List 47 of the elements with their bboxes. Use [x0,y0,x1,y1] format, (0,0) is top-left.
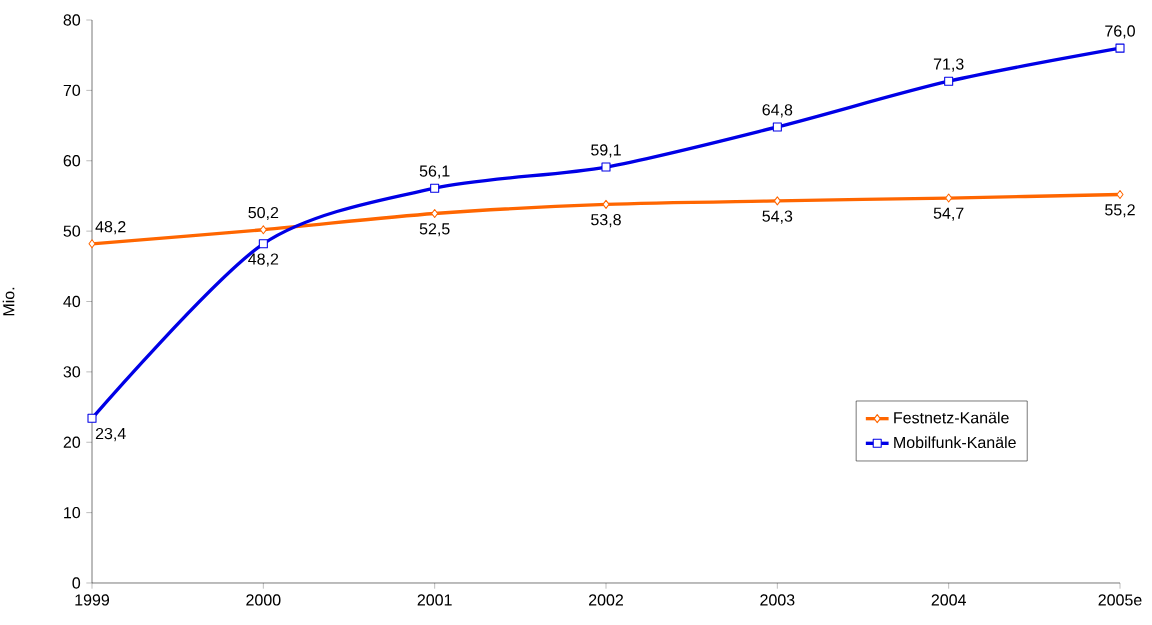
point [430,183,440,193]
y-tick-label: 70 [63,84,81,97]
data-label: 48,2 [248,253,279,267]
data-label: 59,1 [591,144,621,158]
legend-label: Festnetz-Kanäle [894,411,1009,424]
data-label: 48,2 [95,220,126,235]
legend-label: Mobilfunk-Kanäle [894,436,1016,449]
x-tick-label: 2005e [1098,594,1142,606]
point [772,122,782,132]
x-tick-label: 1999 [75,594,110,606]
data-label: 76,0 [1105,25,1135,39]
point [601,162,611,172]
point [945,193,953,203]
point [258,239,268,249]
y-axis-title: Mio. [2,287,15,316]
x-tick-label: 2000 [246,594,281,606]
data-label: 53,8 [591,213,621,228]
point [88,239,96,249]
data-label: 55,2 [1105,204,1135,218]
point [259,225,267,235]
data-label: 52,5 [419,223,450,237]
data-label: 56,1 [419,165,450,179]
y-tick-label: 20 [63,436,81,448]
x-tick-label: 2001 [417,594,452,606]
data-label: 64,8 [762,104,793,118]
data-label: 71,3 [933,58,964,72]
data-label: 54,7 [933,207,964,221]
point [944,76,954,86]
x-tick-label: 2004 [931,594,966,606]
y-tick-label: 50 [63,225,81,237]
point [1115,43,1125,53]
y-tick-label: 40 [63,295,81,308]
data-label: 50,2 [248,206,279,221]
y-tick-label: 0 [72,577,81,589]
y-tick-label: 30 [63,366,81,378]
data-label: 54,3 [762,210,793,224]
y-tick-label: 60 [63,155,81,167]
y-tick-label: 10 [64,506,81,519]
data-label: 23,4 [95,427,126,442]
x-tick-label: 2003 [760,594,795,606]
point [431,208,439,219]
point [773,196,781,206]
y-tick-label: 80 [63,14,81,26]
point [1116,189,1124,200]
x-tick-label: 2002 [589,594,623,606]
point [602,199,610,209]
point [87,413,97,423]
